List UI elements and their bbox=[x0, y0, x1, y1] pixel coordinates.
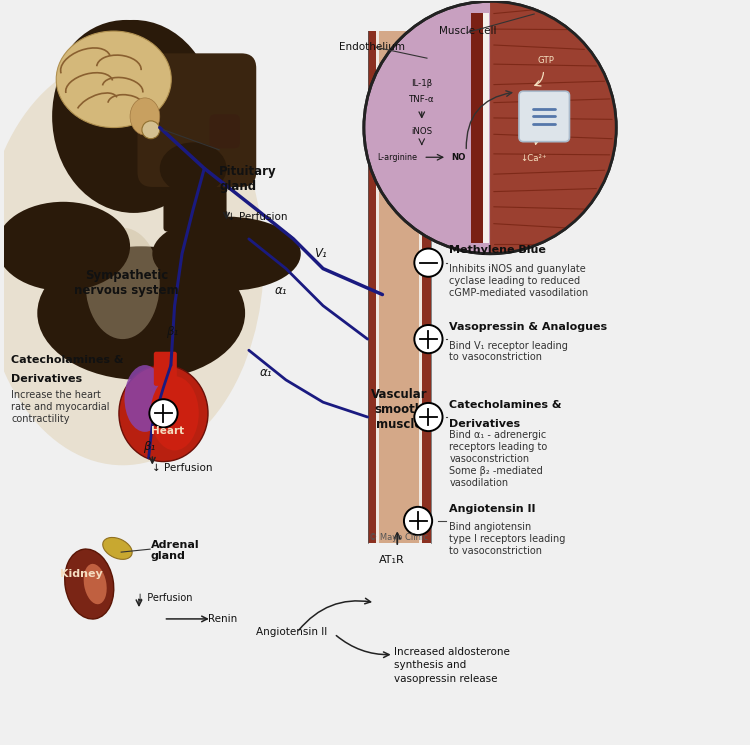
Ellipse shape bbox=[119, 365, 208, 462]
Text: Renin: Renin bbox=[208, 614, 237, 624]
Text: to vasoconstriction: to vasoconstriction bbox=[449, 352, 542, 363]
Text: vasodilation: vasodilation bbox=[449, 478, 509, 488]
Ellipse shape bbox=[130, 98, 160, 135]
Text: Some β₂ -mediated: Some β₂ -mediated bbox=[449, 466, 543, 476]
FancyBboxPatch shape bbox=[368, 31, 430, 543]
Circle shape bbox=[404, 507, 432, 535]
FancyBboxPatch shape bbox=[137, 54, 256, 187]
Ellipse shape bbox=[0, 57, 264, 466]
Text: synthesis and: synthesis and bbox=[394, 661, 466, 671]
Text: L-arginine: L-arginine bbox=[377, 153, 417, 162]
Ellipse shape bbox=[84, 564, 106, 604]
Circle shape bbox=[142, 121, 160, 139]
Text: Increase the heart: Increase the heart bbox=[11, 390, 101, 400]
Text: GTP: GTP bbox=[537, 57, 554, 66]
Text: Methylene Blue: Methylene Blue bbox=[449, 245, 546, 256]
Text: V₁: V₁ bbox=[314, 247, 327, 260]
Text: rate and myocardial: rate and myocardial bbox=[11, 402, 110, 412]
Ellipse shape bbox=[53, 20, 215, 213]
Text: Vasopressin & Analogues: Vasopressin & Analogues bbox=[449, 322, 608, 332]
FancyBboxPatch shape bbox=[154, 352, 177, 386]
Text: type I receptors leading: type I receptors leading bbox=[449, 534, 566, 545]
Ellipse shape bbox=[86, 228, 160, 339]
Ellipse shape bbox=[38, 247, 245, 380]
Text: TNF-α: TNF-α bbox=[409, 95, 434, 104]
Text: Heart: Heart bbox=[151, 426, 184, 436]
Text: Inhibits iNOS and guanylate: Inhibits iNOS and guanylate bbox=[449, 264, 586, 274]
Text: ↓ Perfusion: ↓ Perfusion bbox=[136, 593, 193, 603]
Text: IL-1β: IL-1β bbox=[411, 78, 432, 87]
Text: Kidney: Kidney bbox=[61, 569, 104, 580]
Text: iNOS: iNOS bbox=[411, 127, 432, 136]
Text: Adrenal
gland: Adrenal gland bbox=[151, 540, 200, 562]
Ellipse shape bbox=[64, 549, 114, 619]
FancyBboxPatch shape bbox=[209, 114, 240, 148]
Ellipse shape bbox=[0, 202, 130, 291]
FancyBboxPatch shape bbox=[164, 157, 226, 232]
FancyBboxPatch shape bbox=[376, 31, 380, 543]
Ellipse shape bbox=[103, 537, 132, 559]
Text: vasopressin release: vasopressin release bbox=[394, 673, 497, 684]
Circle shape bbox=[414, 403, 442, 431]
Text: cGMP: cGMP bbox=[529, 119, 553, 128]
Text: to vasoconstriction: to vasoconstriction bbox=[449, 546, 542, 557]
Circle shape bbox=[364, 1, 616, 254]
Text: cGMP-mediated vasodilation: cGMP-mediated vasodilation bbox=[449, 288, 589, 298]
Ellipse shape bbox=[56, 20, 196, 161]
Text: contractility: contractility bbox=[11, 414, 70, 424]
Circle shape bbox=[149, 399, 178, 428]
FancyBboxPatch shape bbox=[472, 13, 483, 243]
Circle shape bbox=[414, 325, 442, 353]
Text: Angiotensin II: Angiotensin II bbox=[256, 627, 328, 637]
Wedge shape bbox=[490, 1, 616, 254]
FancyBboxPatch shape bbox=[368, 31, 376, 543]
Text: vasoconstriction: vasoconstriction bbox=[449, 454, 530, 464]
Text: Derivatives: Derivatives bbox=[449, 419, 520, 428]
Text: Increased aldosterone: Increased aldosterone bbox=[394, 647, 509, 657]
Text: α₁: α₁ bbox=[260, 366, 272, 379]
Text: Bind angiotensin: Bind angiotensin bbox=[449, 522, 532, 533]
FancyBboxPatch shape bbox=[419, 31, 422, 543]
Text: Derivatives: Derivatives bbox=[11, 374, 82, 384]
Text: AT₁R: AT₁R bbox=[379, 554, 404, 565]
Text: © Mayo Clinic: © Mayo Clinic bbox=[369, 533, 428, 542]
FancyBboxPatch shape bbox=[422, 31, 430, 543]
Ellipse shape bbox=[151, 376, 199, 451]
Text: receptors leading to: receptors leading to bbox=[449, 443, 548, 452]
Text: α₁: α₁ bbox=[274, 285, 287, 297]
Circle shape bbox=[414, 249, 442, 276]
Ellipse shape bbox=[56, 31, 171, 127]
Text: sGC: sGC bbox=[530, 92, 547, 101]
Ellipse shape bbox=[152, 217, 301, 291]
FancyBboxPatch shape bbox=[483, 13, 489, 243]
Text: Endothelium: Endothelium bbox=[339, 42, 405, 52]
Text: ↓Ca²⁺: ↓Ca²⁺ bbox=[520, 154, 547, 163]
Text: Sympathetic
nervous system: Sympathetic nervous system bbox=[74, 270, 178, 297]
Text: Angiotensin II: Angiotensin II bbox=[449, 504, 536, 513]
Text: Catecholamines &: Catecholamines & bbox=[449, 399, 562, 410]
Text: β₁: β₁ bbox=[143, 440, 156, 453]
Text: NO: NO bbox=[452, 153, 466, 162]
Text: ↓ Perfusion: ↓ Perfusion bbox=[226, 212, 287, 221]
Text: cyclase leading to reduced: cyclase leading to reduced bbox=[449, 276, 580, 286]
Text: Muscle cell: Muscle cell bbox=[439, 26, 497, 36]
Text: Pituitary
gland: Pituitary gland bbox=[219, 165, 277, 193]
Text: ↓ Perfusion: ↓ Perfusion bbox=[152, 463, 213, 472]
Text: Vascular
smooth
muscle: Vascular smooth muscle bbox=[370, 388, 427, 431]
Text: Bind α₁ - adrenergic: Bind α₁ - adrenergic bbox=[449, 431, 547, 440]
Ellipse shape bbox=[160, 142, 226, 194]
Text: Bind V₁ receptor leading: Bind V₁ receptor leading bbox=[449, 340, 568, 351]
Text: Catecholamines &: Catecholamines & bbox=[11, 355, 124, 365]
Text: β₁: β₁ bbox=[166, 325, 178, 338]
FancyBboxPatch shape bbox=[519, 91, 569, 142]
Ellipse shape bbox=[124, 365, 165, 432]
